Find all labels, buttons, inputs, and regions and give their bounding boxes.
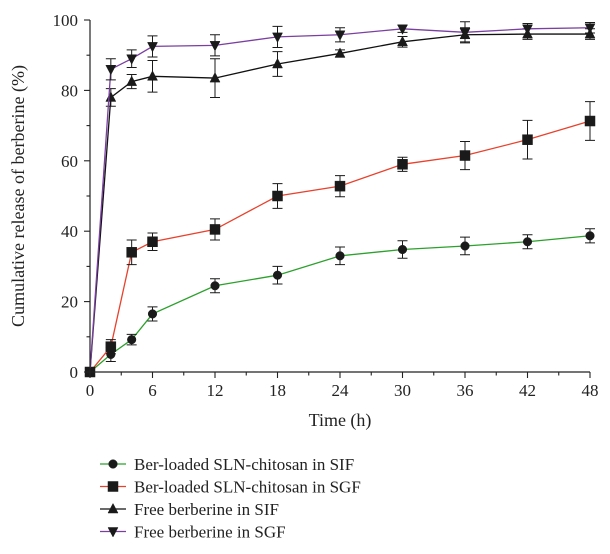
data-point bbox=[584, 23, 596, 34]
data-point bbox=[209, 224, 221, 235]
series-line bbox=[89, 120, 591, 373]
data-point bbox=[272, 57, 283, 69]
legend-label: Ber-loaded SLN-chitosan in SIF bbox=[134, 455, 354, 474]
data-point bbox=[147, 70, 158, 81]
data-point bbox=[334, 180, 346, 192]
data-point bbox=[460, 241, 470, 251]
y-tick-label: 40 bbox=[61, 222, 78, 241]
data-point bbox=[272, 190, 283, 202]
legend-label: Free berberine in SGF bbox=[134, 523, 286, 542]
data-point bbox=[584, 115, 596, 127]
y-ticks: 0 20 40 60 80 100 bbox=[53, 11, 90, 382]
data-point bbox=[397, 24, 408, 35]
data-point bbox=[522, 24, 533, 35]
data-point bbox=[105, 91, 117, 102]
series-line bbox=[89, 33, 590, 373]
series-1 bbox=[85, 228, 595, 377]
x-tick-label: 42 bbox=[519, 381, 536, 400]
data-point bbox=[397, 159, 408, 170]
series-3 bbox=[84, 27, 596, 377]
series-2 bbox=[84, 101, 596, 378]
data-point bbox=[126, 247, 137, 258]
data-point bbox=[105, 341, 117, 352]
data-point bbox=[272, 32, 283, 43]
legend-item: Ber-loaded SLN-chitosan in SGF bbox=[100, 478, 361, 497]
x-ticks: 0 6 12 18 24 30 36 42 48 bbox=[86, 372, 599, 400]
x-tick-label: 0 bbox=[86, 381, 95, 400]
data-point bbox=[126, 54, 138, 65]
data-point bbox=[459, 150, 471, 161]
plot-area bbox=[84, 21, 596, 379]
series-4 bbox=[84, 21, 596, 379]
legend-marker bbox=[107, 502, 119, 514]
data-point bbox=[147, 42, 158, 53]
y-axis-label: Cumulative release of berberine (%) bbox=[8, 65, 29, 327]
x-tick-label: 6 bbox=[148, 381, 157, 400]
y-tick-label: 60 bbox=[61, 152, 78, 171]
x-tick-label: 18 bbox=[269, 381, 286, 400]
data-point bbox=[209, 41, 221, 52]
data-point bbox=[209, 72, 221, 83]
x-tick-label: 36 bbox=[457, 381, 474, 400]
data-point bbox=[334, 30, 346, 41]
data-point bbox=[147, 236, 158, 248]
legend-marker bbox=[108, 459, 118, 469]
data-point bbox=[272, 270, 283, 280]
legend-item: Free berberine in SIF bbox=[100, 500, 279, 519]
data-point bbox=[397, 35, 408, 47]
data-point bbox=[147, 309, 158, 319]
legend: Ber-loaded SLN-chitosan in SIF Ber-loaded… bbox=[100, 455, 361, 542]
data-point bbox=[522, 134, 533, 145]
legend-label: Ber-loaded SLN-chitosan in SGF bbox=[134, 478, 361, 497]
y-tick-label: 0 bbox=[70, 363, 79, 382]
data-point bbox=[335, 251, 345, 261]
x-tick-label: 30 bbox=[394, 381, 411, 400]
legend-item: Free berberine in SGF bbox=[100, 523, 286, 542]
data-point bbox=[210, 281, 220, 291]
data-point bbox=[397, 244, 408, 255]
data-point bbox=[334, 47, 346, 58]
data-point bbox=[585, 231, 595, 241]
data-point bbox=[522, 237, 533, 247]
legend-item: Ber-loaded SLN-chitosan in SIF bbox=[100, 455, 354, 474]
y-tick-label: 100 bbox=[53, 11, 79, 30]
x-tick-label: 48 bbox=[582, 381, 599, 400]
y-tick-label: 80 bbox=[61, 81, 78, 100]
axes: 0 6 12 18 24 30 36 42 48 0 20 40 60 80 100 bbox=[53, 11, 599, 400]
series-line bbox=[89, 27, 591, 373]
legend-label: Free berberine in SIF bbox=[134, 500, 279, 519]
legend-marker bbox=[107, 527, 119, 538]
x-axis-label: Time (h) bbox=[309, 410, 372, 431]
x-tick-label: 24 bbox=[332, 381, 350, 400]
y-tick-label: 20 bbox=[61, 293, 78, 312]
data-point bbox=[127, 335, 137, 345]
data-point bbox=[459, 28, 471, 39]
data-point bbox=[126, 75, 138, 86]
x-tick-label: 12 bbox=[207, 381, 224, 400]
data-point bbox=[105, 65, 117, 76]
legend-marker bbox=[107, 481, 119, 492]
